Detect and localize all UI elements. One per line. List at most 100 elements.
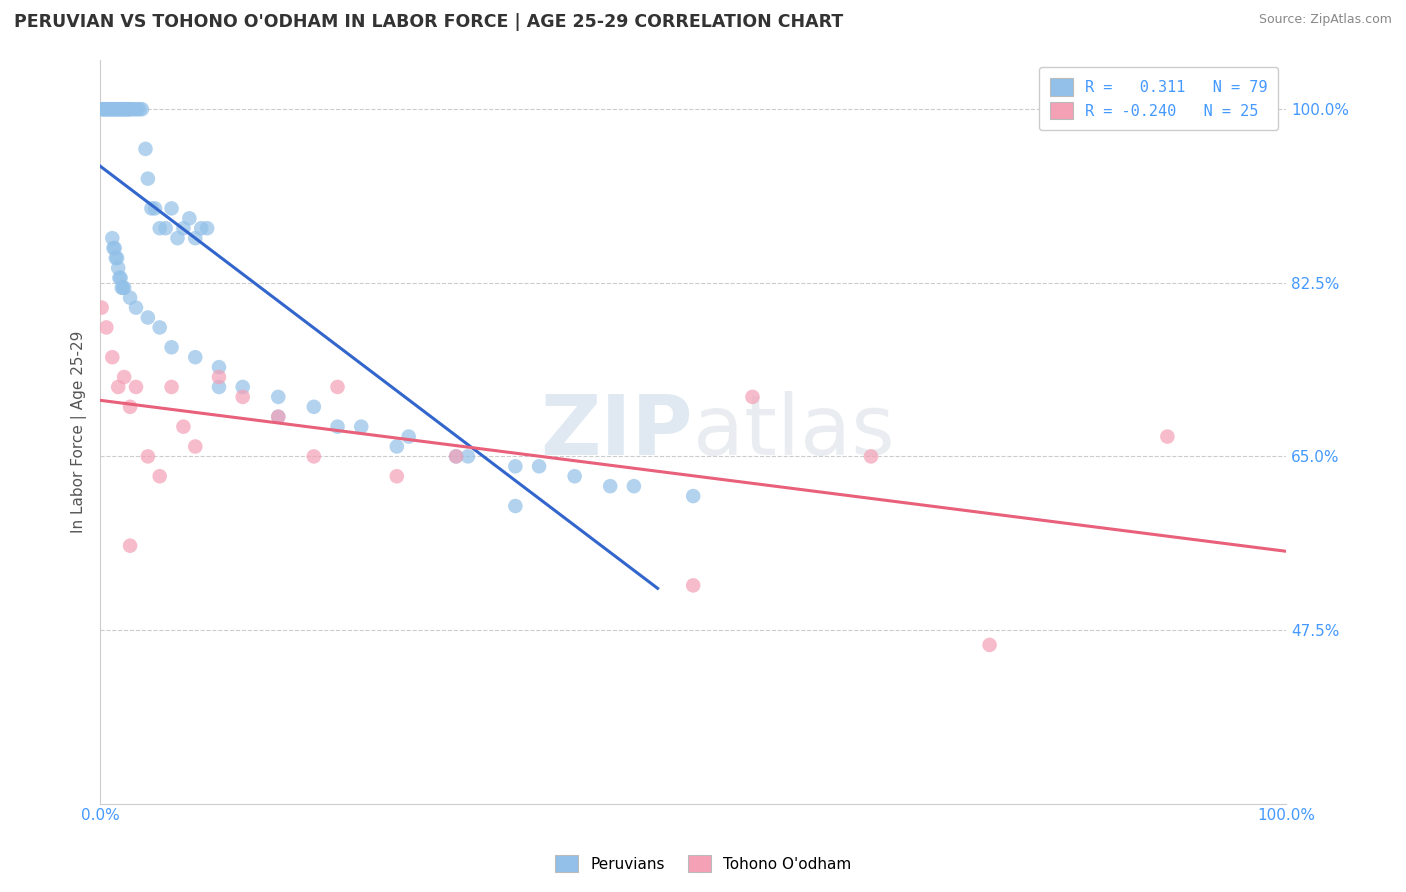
Point bbox=[101, 231, 124, 245]
Point bbox=[131, 102, 153, 116]
Point bbox=[208, 370, 231, 384]
Point bbox=[111, 281, 134, 295]
Point bbox=[107, 380, 129, 394]
Point bbox=[98, 102, 121, 116]
Point bbox=[108, 270, 131, 285]
Point bbox=[195, 221, 218, 235]
Point bbox=[267, 409, 290, 424]
Point bbox=[172, 419, 194, 434]
Point bbox=[682, 578, 704, 592]
Point bbox=[103, 241, 125, 255]
Point bbox=[741, 390, 763, 404]
Point bbox=[350, 419, 373, 434]
Point bbox=[111, 281, 134, 295]
Text: ZIP: ZIP bbox=[541, 391, 693, 472]
Point bbox=[128, 102, 150, 116]
Point bbox=[208, 360, 231, 375]
Point bbox=[136, 171, 159, 186]
Point bbox=[127, 102, 149, 116]
Point bbox=[120, 539, 142, 553]
Point bbox=[136, 310, 159, 325]
Point bbox=[96, 320, 118, 334]
Point bbox=[90, 301, 112, 315]
Point bbox=[267, 409, 290, 424]
Point bbox=[96, 102, 118, 116]
Point bbox=[172, 221, 194, 235]
Point bbox=[141, 202, 163, 216]
Point bbox=[117, 102, 139, 116]
Point bbox=[91, 102, 114, 116]
Point bbox=[326, 419, 349, 434]
Legend: R =   0.311   N = 79, R = -0.240   N = 25: R = 0.311 N = 79, R = -0.240 N = 25 bbox=[1039, 67, 1278, 130]
Point bbox=[599, 479, 621, 493]
Point bbox=[190, 221, 212, 235]
Point bbox=[149, 221, 172, 235]
Point bbox=[104, 102, 127, 116]
Point bbox=[121, 102, 143, 116]
Point bbox=[110, 270, 132, 285]
Point bbox=[120, 291, 142, 305]
Point bbox=[104, 241, 127, 255]
Point bbox=[398, 429, 420, 443]
Text: atlas: atlas bbox=[693, 391, 896, 472]
Text: PERUVIAN VS TOHONO O'ODHAM IN LABOR FORCE | AGE 25-29 CORRELATION CHART: PERUVIAN VS TOHONO O'ODHAM IN LABOR FORC… bbox=[14, 13, 844, 31]
Point bbox=[105, 251, 128, 265]
Point bbox=[184, 231, 207, 245]
Point bbox=[101, 350, 124, 364]
Point bbox=[104, 251, 127, 265]
Point bbox=[302, 400, 325, 414]
Point bbox=[107, 102, 129, 116]
Point bbox=[457, 450, 479, 464]
Point bbox=[94, 102, 117, 116]
Point bbox=[125, 301, 148, 315]
Point bbox=[143, 202, 166, 216]
Point bbox=[160, 202, 183, 216]
Text: Source: ZipAtlas.com: Source: ZipAtlas.com bbox=[1258, 13, 1392, 27]
Point bbox=[267, 390, 290, 404]
Point bbox=[232, 380, 254, 394]
Point bbox=[444, 450, 467, 464]
Point bbox=[505, 459, 527, 474]
Point bbox=[97, 102, 120, 116]
Point bbox=[979, 638, 1001, 652]
Point bbox=[110, 102, 132, 116]
Point bbox=[184, 350, 207, 364]
Point bbox=[93, 102, 115, 116]
Point bbox=[112, 281, 135, 295]
Point bbox=[564, 469, 586, 483]
Point bbox=[111, 102, 134, 116]
Point bbox=[120, 400, 142, 414]
Point bbox=[108, 102, 131, 116]
Point bbox=[623, 479, 645, 493]
Point bbox=[385, 469, 408, 483]
Point bbox=[166, 231, 188, 245]
Y-axis label: In Labor Force | Age 25-29: In Labor Force | Age 25-29 bbox=[72, 330, 87, 533]
Point bbox=[1156, 429, 1178, 443]
Point bbox=[184, 440, 207, 454]
Point bbox=[385, 440, 408, 454]
Legend: Peruvians, Tohono O'odham: Peruvians, Tohono O'odham bbox=[547, 847, 859, 880]
Point bbox=[112, 102, 135, 116]
Point bbox=[124, 102, 146, 116]
Point bbox=[112, 370, 135, 384]
Point bbox=[107, 260, 129, 275]
Point bbox=[860, 450, 883, 464]
Point bbox=[96, 102, 118, 116]
Point bbox=[103, 102, 125, 116]
Point bbox=[120, 102, 142, 116]
Point bbox=[232, 390, 254, 404]
Point bbox=[104, 102, 127, 116]
Point bbox=[160, 340, 183, 354]
Point bbox=[160, 380, 183, 394]
Point bbox=[682, 489, 704, 503]
Point bbox=[527, 459, 550, 474]
Point bbox=[90, 102, 112, 116]
Point bbox=[149, 320, 172, 334]
Point bbox=[179, 211, 201, 226]
Point bbox=[101, 102, 124, 116]
Point bbox=[505, 499, 527, 513]
Point bbox=[326, 380, 349, 394]
Point bbox=[114, 102, 136, 116]
Point bbox=[125, 380, 148, 394]
Point bbox=[136, 450, 159, 464]
